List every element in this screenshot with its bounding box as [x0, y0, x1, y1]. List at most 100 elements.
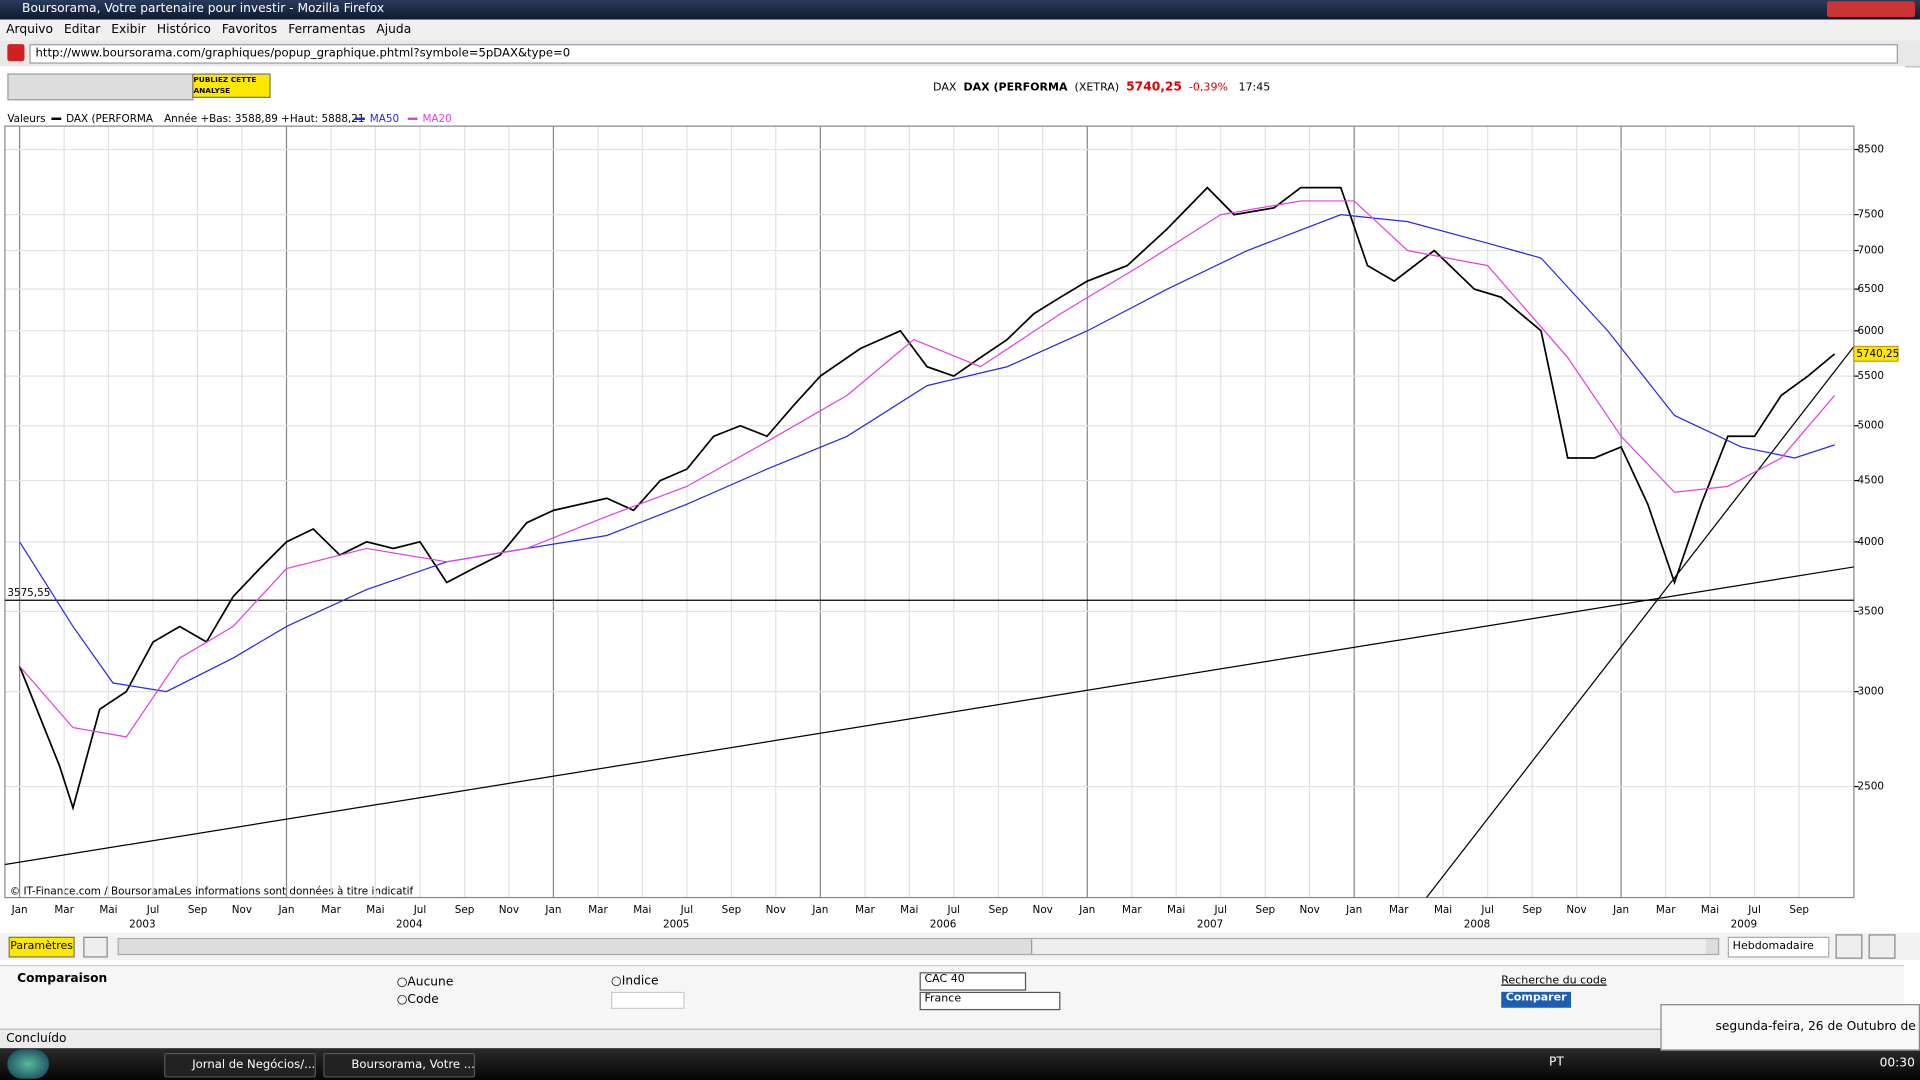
x-tick-label: Jul — [1213, 904, 1227, 916]
y-tick-label: 6000 — [1858, 325, 1884, 337]
menu-item[interactable]: Histórico — [156, 23, 211, 37]
y-tick-label: 5000 — [1858, 420, 1884, 432]
year-label: 2006 — [930, 918, 956, 930]
quote-change: -0,39% — [1188, 82, 1228, 95]
index-select[interactable]: CAC 40 — [919, 972, 1027, 991]
menu-bar: Arquivo Editar Exibir Histórico Favoritos Fer… — [0, 19, 1920, 41]
y-tick-label: 7500 — [1858, 209, 1884, 221]
taskbar: Jornal de Negócios/... Boursorama, Votre… — [0, 1048, 1920, 1080]
comparison-panel: Comparaison ○Aucune ○Code ○Indice CAC 40… — [0, 964, 1905, 1030]
x-tick-label: Jan — [277, 904, 294, 916]
compare-button[interactable]: Comparer — [1501, 991, 1572, 1008]
tool-icons[interactable] — [7, 73, 194, 101]
source: © IT-Finance.com / BoursoramaLes informa… — [10, 885, 414, 897]
site-icon — [7, 44, 25, 62]
language[interactable]: PT — [1548, 1055, 1564, 1069]
x-tick-label: Jul — [1747, 904, 1761, 916]
x-tick-label: Sep — [989, 904, 1009, 916]
x-tick-label: Nov — [1033, 904, 1053, 916]
quote: DAX DAX (PERFORMA (XETRA) 5740,25 -0,39%… — [933, 81, 1270, 94]
x-tick-label: Mar — [588, 904, 608, 916]
x-tick-label: Jan — [1345, 904, 1362, 916]
x-tick-label: Mar — [321, 904, 341, 916]
quote-time: 17:45 — [1238, 82, 1271, 95]
radio-index[interactable]: ○Indice — [611, 974, 659, 989]
window-buttons[interactable] — [1826, 1, 1916, 18]
x-tick-label: Mai — [366, 904, 384, 916]
quote-code: DAX — [933, 82, 957, 95]
chart: Valeurs Année +Bas: 3588,89 +Haut: 5888,… — [4, 112, 1900, 931]
year-label: 2007 — [1197, 918, 1223, 930]
menu-item[interactable]: Ferramentas — [288, 23, 366, 37]
x-tick-label: Sep — [188, 904, 208, 916]
x-tick-label: Jul — [1480, 904, 1494, 916]
menu-item[interactable]: Exibir — [111, 23, 146, 37]
quote-market: (XETRA) — [1074, 82, 1120, 95]
x-tick-label: Mai — [633, 904, 651, 916]
y-tick-label: 7000 — [1858, 245, 1884, 257]
label: Indice — [621, 974, 659, 989]
scroll-thumb[interactable] — [1031, 939, 1706, 954]
legend-label: MA20 — [422, 113, 451, 125]
task-button[interactable]: Jornal de Negócios/... — [164, 1053, 316, 1078]
x-tick-label: Mar — [1389, 904, 1409, 916]
radio-code[interactable]: ○Code — [396, 993, 439, 1007]
label: Code — [407, 993, 439, 1007]
menu-item[interactable]: Editar — [64, 23, 101, 37]
year-label: 2004 — [396, 918, 423, 930]
x-tick-label: Sep — [722, 904, 742, 916]
menu-item[interactable]: Favoritos — [221, 23, 278, 37]
code-input[interactable] — [611, 991, 685, 1009]
publish-button[interactable]: PUBLIEZ CETTE ANALYSE — [192, 73, 271, 98]
series-line — [19, 214, 1835, 693]
zoom-in[interactable] — [1868, 934, 1896, 959]
legend-range: Année +Bas: 3588,89 +Haut: 5888,21 — [164, 113, 364, 125]
y-tick-label: 3000 — [1858, 686, 1884, 698]
y-tick-label: 5500 — [1858, 370, 1884, 382]
country-select[interactable]: France — [919, 991, 1061, 1011]
x-tick-label: Jan — [1612, 904, 1629, 916]
settings-button[interactable]: Paramètres — [8, 936, 75, 958]
x-tick-label: Jul — [947, 904, 961, 916]
x-tick-label: Mar — [855, 904, 875, 916]
print-button[interactable] — [83, 936, 108, 958]
menu-item[interactable]: Ajuda — [376, 23, 412, 37]
search-link[interactable]: Recherche du code — [1501, 974, 1607, 987]
x-tick-label: Mai — [1701, 904, 1719, 916]
legend-label: MA50 — [370, 113, 399, 125]
quote-name: DAX (PERFORMA — [963, 82, 1068, 95]
task-button[interactable]: Boursorama, Votre ... — [323, 1053, 476, 1078]
last-price-box — [1853, 345, 1899, 362]
series-line — [18, 186, 1836, 811]
quote-price: 5740,25 — [1126, 80, 1182, 95]
x-tick-label: Mai — [99, 904, 117, 916]
window-title: Boursorama, Votre partenaire pour invest… — [22, 2, 385, 16]
x-tick-label: Mai — [1434, 904, 1452, 916]
menu-item[interactable]: Arquivo — [6, 23, 53, 37]
year-label: 2008 — [1464, 918, 1490, 930]
x-tick-label: Mar — [1122, 904, 1142, 916]
scrollbar[interactable] — [117, 937, 1720, 956]
x-tick-label: Sep — [1789, 904, 1809, 916]
label: Aucune — [407, 975, 454, 990]
x-tick-label: Mar — [54, 904, 74, 916]
x-tick-label: Jan — [811, 904, 828, 916]
x-tick-label: Jan — [544, 904, 561, 916]
trend-line — [1426, 346, 1855, 898]
x-tick-label: Sep — [1256, 904, 1276, 916]
year-label: 2009 — [1731, 918, 1757, 930]
url-field[interactable]: http://www.boursorama.com/graphiques/pop… — [29, 44, 1898, 64]
y-tick-label: 2500 — [1858, 781, 1884, 793]
x-tick-label: Sep — [1522, 904, 1542, 916]
zoom-out[interactable] — [1835, 934, 1863, 959]
radio-none[interactable]: ○Aucune — [396, 975, 454, 990]
start-button[interactable] — [7, 1049, 49, 1079]
series-line — [19, 200, 1836, 738]
last-price-label: 5740,25 — [1856, 348, 1899, 360]
x-tick-label: Jul — [680, 904, 694, 916]
x-tick-label: Jul — [413, 904, 427, 916]
period-select[interactable]: Hebdomadaire — [1727, 936, 1830, 958]
clock[interactable]: 00:30 — [1879, 1056, 1915, 1071]
